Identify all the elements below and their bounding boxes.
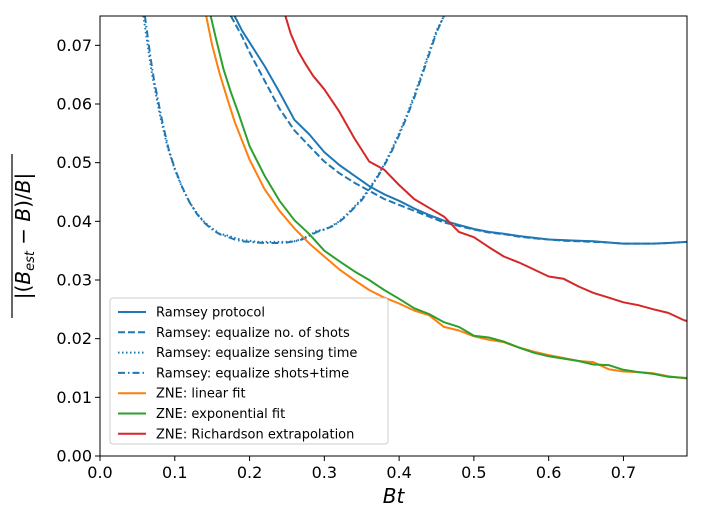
- x-axis: 0.0 0.1 0.2 0.3 0.4 0.5 0.6 0.7: [87, 456, 636, 482]
- y-tick-label: 0.05: [56, 153, 92, 172]
- legend-box: [109, 297, 389, 445]
- x-tick-label: 0.2: [237, 463, 262, 482]
- y-tick-label: 0.03: [56, 271, 92, 290]
- legend: Ramsey protocol Ramsey: equalize no. of s…: [109, 297, 389, 445]
- x-tick-label: 0.4: [386, 463, 411, 482]
- series-line-6: [284, 16, 687, 323]
- y-label-sub: est: [23, 250, 38, 271]
- y-label-close: )/: [11, 193, 35, 208]
- x-tick-label: 0.5: [461, 463, 486, 482]
- legend-label-1: Ramsey: equalize no. of shots: [156, 326, 350, 341]
- y-tick-label: 0.07: [56, 36, 92, 55]
- series-line-5: [209, 16, 687, 379]
- legend-label-3: Ramsey: equalize shots+time: [156, 366, 349, 381]
- legend-label-4: ZNE: linear fit: [156, 387, 246, 402]
- x-tick-label: 0.1: [162, 463, 187, 482]
- x-tick-label: 0.7: [611, 463, 636, 482]
- y-label-b1: B: [11, 271, 35, 285]
- y-tick-label: 0.01: [56, 388, 92, 407]
- y-tick-label: 0.06: [56, 95, 92, 114]
- legend-label-5: ZNE: exponential fit: [156, 407, 285, 422]
- y-label-mid: −: [11, 222, 35, 251]
- y-label-b2: B: [11, 208, 35, 222]
- series-line-1: [230, 16, 687, 245]
- x-tick-label: 0.6: [536, 463, 561, 482]
- y-axis-label: |(Best − B)/B|: [11, 173, 38, 299]
- y-label-end: |: [11, 173, 35, 180]
- legend-label-0: Ramsey protocol: [156, 306, 265, 321]
- y-tick-label: 0.02: [56, 329, 92, 348]
- x-tick-label: 0.0: [87, 463, 112, 482]
- y-tick-label: 0.04: [56, 212, 92, 231]
- plot-frame: [99, 15, 688, 457]
- series-line-0: [233, 16, 687, 245]
- legend-label-6: ZNE: Richardson extrapolation: [156, 427, 354, 442]
- y-label-open: |(: [11, 285, 35, 300]
- x-axis-label: Bt: [383, 484, 406, 508]
- legend-label-2: Ramsey: equalize sensing time: [156, 346, 357, 361]
- x-tick-label: 0.3: [312, 463, 337, 482]
- y-label-b3: B: [11, 180, 35, 194]
- y-tick-label: 0.00: [56, 447, 92, 466]
- plot-area: [142, 16, 687, 380]
- y-axis: 0.00 0.01 0.02 0.03 0.04 0.05 0.06 0.07: [56, 36, 100, 466]
- series-line-2: [142, 16, 445, 243]
- series-line-3: [143, 16, 445, 244]
